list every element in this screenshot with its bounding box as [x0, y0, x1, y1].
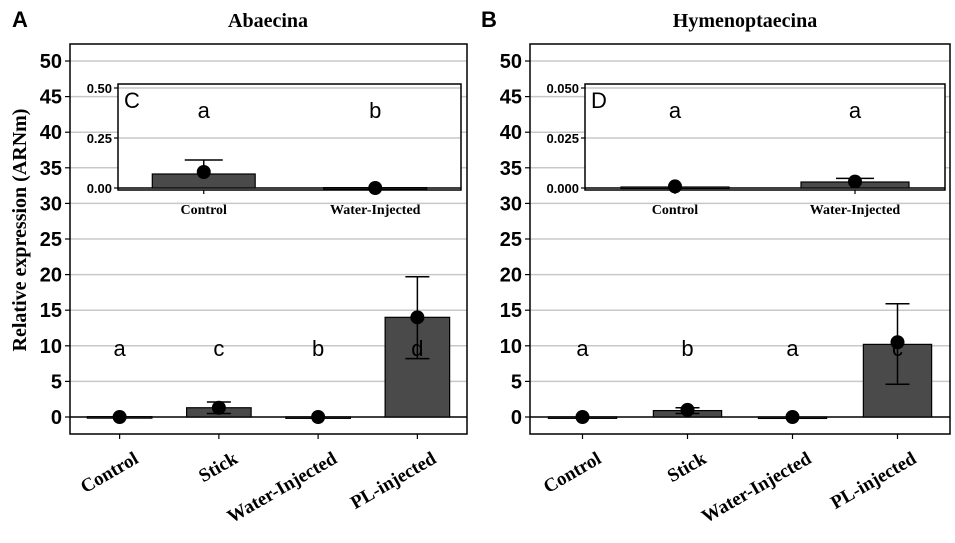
data-point [890, 335, 905, 350]
inset-data-point [196, 165, 211, 179]
y-tick-label: 25 [500, 229, 522, 251]
panel-title: Abaecina [228, 10, 308, 32]
inset-y-tick-label: 0.025 [546, 131, 579, 146]
data-point [575, 410, 590, 424]
significance-letter: a [576, 336, 589, 361]
significance-letter: d [411, 336, 423, 361]
significance-letter: b [681, 336, 693, 361]
y-tick-label: 15 [40, 300, 62, 322]
significance-letter: a [786, 336, 799, 361]
y-tick-label: 5 [51, 371, 62, 393]
panel-letter: A [12, 7, 28, 32]
y-tick-label: 40 [40, 122, 62, 144]
y-tick-label: 50 [40, 51, 62, 73]
y-tick-label: 30 [500, 193, 522, 215]
y-tick-label: 0 [51, 407, 62, 429]
inset-x-tick-label: Control [181, 203, 228, 218]
data-point [211, 400, 226, 415]
y-tick-label: 20 [40, 265, 62, 287]
inset-y-tick-label: 0.00 [87, 181, 112, 196]
significance-letter: a [114, 336, 127, 361]
y-tick-label: 45 [500, 87, 522, 109]
inset-significance-letter: b [369, 98, 381, 123]
inset-panel-letter: C [124, 88, 140, 113]
y-tick-label: 45 [40, 87, 62, 109]
y-tick-label: 10 [40, 336, 62, 358]
significance-letter: c [213, 336, 224, 361]
y-tick-label: 5 [511, 371, 522, 393]
y-tick-label: 50 [500, 51, 522, 73]
data-point [785, 410, 800, 424]
y-tick-label: 25 [40, 229, 62, 251]
inset-y-tick-label: 0.50 [87, 81, 112, 96]
y-tick-label: 20 [500, 265, 522, 287]
inset-significance-letter: a [198, 98, 211, 123]
inset-significance-letter: a [669, 98, 682, 123]
y-tick-label: 0 [511, 407, 522, 429]
inset-data-point [368, 181, 383, 195]
data-point [112, 410, 127, 424]
data-point [680, 402, 695, 417]
inset-y-tick-label: 0.050 [546, 81, 579, 96]
y-tick-label: 10 [500, 336, 522, 358]
inset-data-point [668, 179, 682, 194]
x-tick-label: Control [77, 448, 142, 498]
x-tick-label: Water-Injected [698, 448, 815, 528]
inset-x-tick-label: Control [652, 203, 699, 218]
y-tick-label: 40 [500, 122, 522, 144]
inset-y-tick-label: 0.000 [546, 181, 579, 196]
x-tick-label: Stick [664, 448, 711, 487]
x-tick-label: PL-injected [347, 448, 440, 514]
x-tick-label: Water-Injected [224, 448, 341, 528]
inset-significance-letter: a [849, 98, 862, 123]
y-tick-label: 15 [500, 300, 522, 322]
data-point [410, 310, 425, 325]
y-tick-label: 30 [40, 193, 62, 215]
significance-letter: c [892, 336, 903, 361]
inset-background [585, 84, 945, 190]
x-tick-label: Control [540, 448, 605, 498]
y-tick-label: 35 [40, 158, 62, 180]
x-tick-label: PL-injected [827, 448, 920, 514]
inset-x-tick-label: Water-Injected [330, 203, 421, 218]
inset-frame [584, 83, 946, 191]
y-axis-label: Relative expression (ARNm) [9, 109, 31, 352]
inset-x-tick-label: Water-Injected [810, 203, 901, 218]
panel-title: Hymenoptaecina [673, 10, 817, 32]
inset-y-tick-label: 0.25 [87, 131, 112, 146]
inset-background [118, 84, 461, 190]
inset-data-point [848, 174, 862, 189]
significance-letter: b [312, 336, 324, 361]
data-point [311, 410, 326, 424]
inset-panel-letter: D [591, 88, 607, 113]
y-tick-label: 35 [500, 158, 522, 180]
x-tick-label: Stick [195, 448, 242, 487]
inset-frame [117, 83, 462, 191]
panel-letter: B [481, 7, 497, 32]
